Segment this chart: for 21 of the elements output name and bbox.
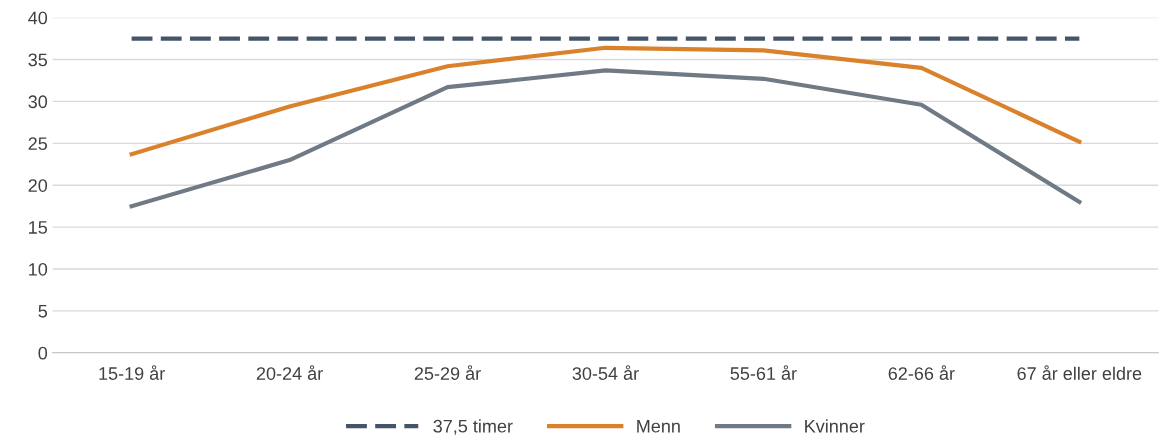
legend-label: Menn [637,419,680,433]
legend-label: Kvinner [805,419,865,433]
x-tick-label: 20-24 år [256,365,323,380]
y-tick-label: 20 [28,179,48,192]
x-tick-label: 55-61 år [730,365,797,380]
x-tick-label: 62-66 år [888,365,955,380]
y-tick-label: 10 [29,262,48,276]
x-tick-label: 15-19 år [99,365,165,380]
y-tick-label: 15 [29,221,48,234]
y-tick-label: 5 [38,305,48,318]
y-tick-label: 40 [28,11,48,25]
y-tick-label: 30 [28,95,48,109]
y-tick-label: 0 [38,346,48,360]
line-series [129,45,1082,157]
y-tick-label: 25 [28,137,48,151]
x-tick-label: 25-29 år [414,365,481,380]
legend-label: 37,5 timer [433,419,513,435]
line-series [129,68,1082,209]
x-tick-label: 67 år eller eldre [1017,365,1142,380]
x-tick-label: 30-54 år [572,365,639,380]
y-tick-label: 35 [28,53,48,67]
